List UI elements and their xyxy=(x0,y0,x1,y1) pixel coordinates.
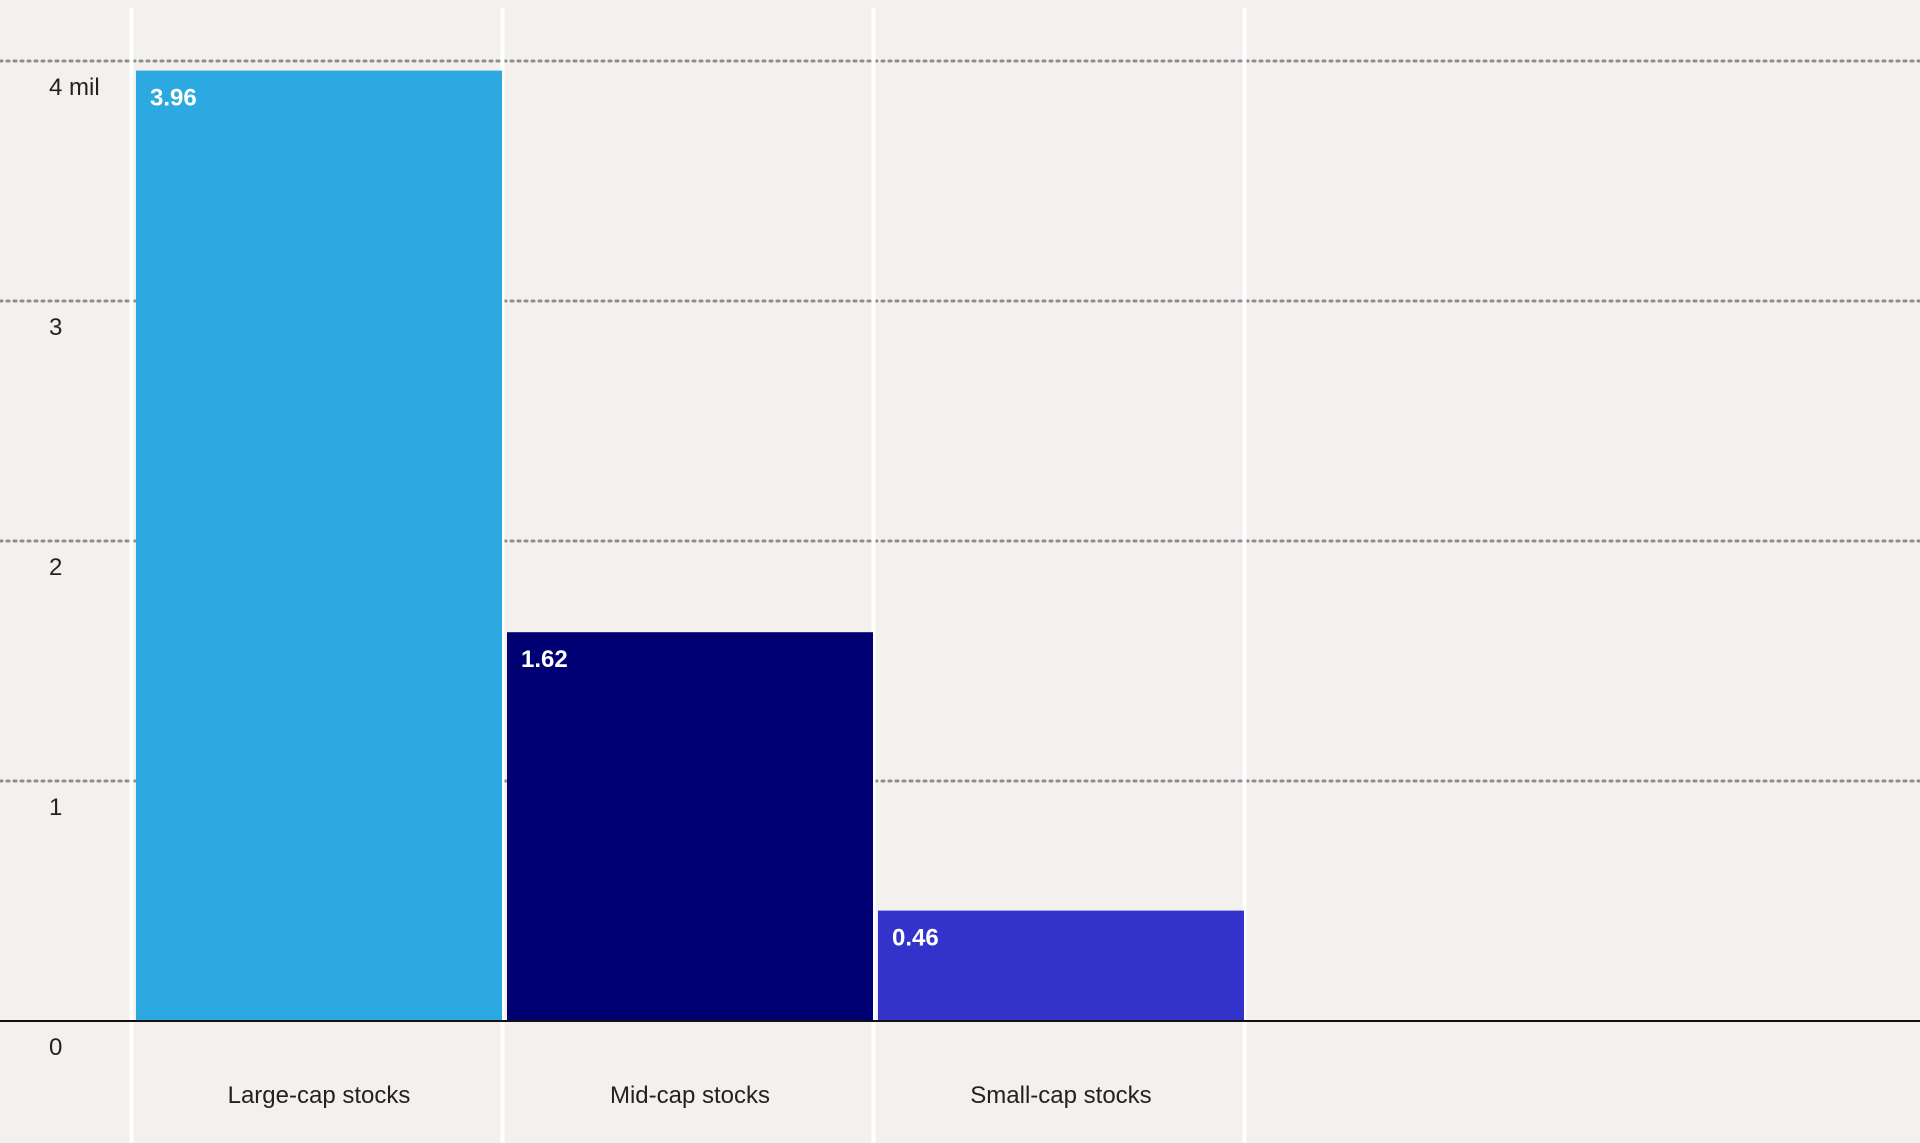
y-tick-label: 3 xyxy=(49,314,62,341)
y-tick-label: 0 xyxy=(49,1034,62,1061)
category-label: Mid-cap stocks xyxy=(610,1082,770,1109)
y-tick-label: 2 xyxy=(49,554,62,581)
value-label: 0.46 xyxy=(892,925,939,952)
bar-small-cap-stocks xyxy=(878,910,1244,1021)
bars xyxy=(136,70,1244,1022)
gridlines xyxy=(0,59,1920,783)
category-label: Large-cap stocks xyxy=(228,1082,411,1109)
category-label: Small-cap stocks xyxy=(970,1082,1151,1109)
value-label: 1.62 xyxy=(521,646,568,673)
column-separators xyxy=(129,8,1247,1143)
y-tick-label: 1 xyxy=(49,794,62,821)
labels: 3.96 Large-cap stocks 1.62 Mid-cap stocks 0.… xyxy=(49,74,1152,1109)
y-tick-label: 4 mil xyxy=(49,74,100,101)
bar-mid-cap-stocks xyxy=(507,632,873,1021)
value-label: 3.96 xyxy=(150,85,197,112)
bar-large-cap-stocks xyxy=(136,70,502,1022)
